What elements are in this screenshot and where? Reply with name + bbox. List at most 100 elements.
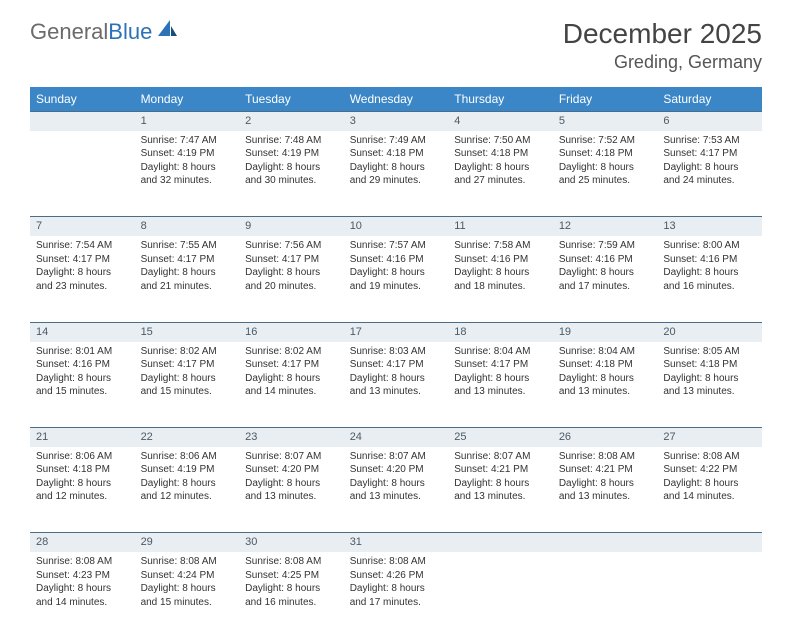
day-info-line: Sunset: 4:17 PM: [245, 253, 338, 267]
day-info-line: and 12 minutes.: [36, 490, 129, 504]
day-number-row: 123456: [30, 112, 762, 131]
day-info-line: Sunset: 4:17 PM: [454, 358, 547, 372]
day-info-line: and 16 minutes.: [245, 596, 338, 610]
day-info-line: and 15 minutes.: [141, 596, 234, 610]
brand-logo: GeneralBlue: [30, 18, 178, 45]
day-info-line: Daylight: 8 hours: [245, 372, 338, 386]
day-number-cell: 14: [30, 322, 135, 341]
day-info-line: Daylight: 8 hours: [245, 161, 338, 175]
day-content-cell: Sunrise: 8:07 AMSunset: 4:20 PMDaylight:…: [344, 447, 449, 533]
day-number-cell: 20: [657, 322, 762, 341]
day-number-cell: 17: [344, 322, 449, 341]
day-content-cell: Sunrise: 7:55 AMSunset: 4:17 PMDaylight:…: [135, 236, 240, 322]
day-info-line: Sunrise: 8:02 AM: [245, 345, 338, 359]
day-number-cell: 22: [135, 428, 240, 447]
day-info-line: Sunset: 4:18 PM: [350, 147, 443, 161]
day-info-line: and 13 minutes.: [350, 490, 443, 504]
day-content-cell: Sunrise: 8:06 AMSunset: 4:19 PMDaylight:…: [135, 447, 240, 533]
day-content-cell: Sunrise: 8:07 AMSunset: 4:20 PMDaylight:…: [239, 447, 344, 533]
day-info-line: Sunrise: 8:08 AM: [245, 555, 338, 569]
day-info-line: and 23 minutes.: [36, 280, 129, 294]
day-info-line: Daylight: 8 hours: [454, 266, 547, 280]
day-info-line: and 13 minutes.: [663, 385, 756, 399]
day-number-cell: 26: [553, 428, 658, 447]
day-info-line: and 32 minutes.: [141, 174, 234, 188]
day-info-line: and 17 minutes.: [350, 596, 443, 610]
day-info-line: Sunrise: 8:08 AM: [663, 450, 756, 464]
weekday-header: Saturday: [657, 87, 762, 112]
day-info-line: Sunset: 4:18 PM: [36, 463, 129, 477]
day-info-line: Daylight: 8 hours: [141, 477, 234, 491]
day-number-cell: 5: [553, 112, 658, 131]
day-number-cell: 15: [135, 322, 240, 341]
day-info-line: Daylight: 8 hours: [36, 372, 129, 386]
day-content-cell: Sunrise: 8:08 AMSunset: 4:21 PMDaylight:…: [553, 447, 658, 533]
day-info-line: Daylight: 8 hours: [454, 161, 547, 175]
calendar-header-row: SundayMondayTuesdayWednesdayThursdayFrid…: [30, 87, 762, 112]
day-info-line: Sunrise: 8:07 AM: [454, 450, 547, 464]
day-number-cell: 7: [30, 217, 135, 236]
day-content-cell: Sunrise: 7:48 AMSunset: 4:19 PMDaylight:…: [239, 131, 344, 217]
day-info-line: Sunset: 4:24 PM: [141, 569, 234, 583]
day-content-cell: Sunrise: 8:05 AMSunset: 4:18 PMDaylight:…: [657, 342, 762, 428]
day-info-line: and 13 minutes.: [454, 385, 547, 399]
day-content-cell: Sunrise: 8:03 AMSunset: 4:17 PMDaylight:…: [344, 342, 449, 428]
day-info-line: and 13 minutes.: [350, 385, 443, 399]
day-info-line: and 18 minutes.: [454, 280, 547, 294]
day-info-line: Daylight: 8 hours: [245, 582, 338, 596]
day-info-line: Sunset: 4:18 PM: [559, 147, 652, 161]
day-content-cell: [553, 552, 658, 638]
day-info-line: Daylight: 8 hours: [245, 266, 338, 280]
day-info-line: Sunset: 4:18 PM: [454, 147, 547, 161]
weekday-header: Sunday: [30, 87, 135, 112]
brand-name: GeneralBlue: [30, 19, 152, 45]
day-content-cell: Sunrise: 8:02 AMSunset: 4:17 PMDaylight:…: [239, 342, 344, 428]
day-content-cell: Sunrise: 8:00 AMSunset: 4:16 PMDaylight:…: [657, 236, 762, 322]
day-info-line: Sunrise: 8:08 AM: [141, 555, 234, 569]
day-info-line: Sunrise: 8:08 AM: [36, 555, 129, 569]
day-number-cell: 29: [135, 533, 240, 552]
day-info-line: Daylight: 8 hours: [559, 266, 652, 280]
day-info-line: Sunrise: 8:04 AM: [454, 345, 547, 359]
day-info-line: Daylight: 8 hours: [559, 372, 652, 386]
day-number-row: 78910111213: [30, 217, 762, 236]
day-info-line: Sunrise: 8:03 AM: [350, 345, 443, 359]
day-info-line: and 13 minutes.: [454, 490, 547, 504]
sail-icon: [156, 18, 178, 45]
brand-name-gray: General: [30, 19, 108, 44]
day-content-cell: Sunrise: 8:08 AMSunset: 4:22 PMDaylight:…: [657, 447, 762, 533]
day-info-line: Sunset: 4:22 PM: [663, 463, 756, 477]
day-info-line: Sunrise: 7:55 AM: [141, 239, 234, 253]
day-content-row: Sunrise: 8:08 AMSunset: 4:23 PMDaylight:…: [30, 552, 762, 638]
day-number-cell: [657, 533, 762, 552]
day-number-cell: 9: [239, 217, 344, 236]
day-info-line: Sunrise: 8:07 AM: [245, 450, 338, 464]
day-info-line: Sunset: 4:18 PM: [663, 358, 756, 372]
day-info-line: Sunset: 4:19 PM: [141, 463, 234, 477]
weekday-header: Monday: [135, 87, 240, 112]
day-info-line: Daylight: 8 hours: [36, 477, 129, 491]
day-number-row: 14151617181920: [30, 322, 762, 341]
day-info-line: Sunrise: 7:58 AM: [454, 239, 547, 253]
day-info-line: and 15 minutes.: [141, 385, 234, 399]
day-content-cell: Sunrise: 8:08 AMSunset: 4:24 PMDaylight:…: [135, 552, 240, 638]
day-info-line: and 15 minutes.: [36, 385, 129, 399]
day-content-cell: Sunrise: 7:50 AMSunset: 4:18 PMDaylight:…: [448, 131, 553, 217]
day-number-row: 28293031: [30, 533, 762, 552]
day-info-line: Sunrise: 7:47 AM: [141, 134, 234, 148]
day-info-line: Daylight: 8 hours: [36, 266, 129, 280]
day-content-cell: Sunrise: 7:47 AMSunset: 4:19 PMDaylight:…: [135, 131, 240, 217]
day-number-cell: 31: [344, 533, 449, 552]
day-info-line: Sunrise: 8:01 AM: [36, 345, 129, 359]
day-content-cell: Sunrise: 8:08 AMSunset: 4:23 PMDaylight:…: [30, 552, 135, 638]
day-info-line: and 29 minutes.: [350, 174, 443, 188]
day-info-line: Sunset: 4:16 PM: [559, 253, 652, 267]
day-info-line: Daylight: 8 hours: [663, 372, 756, 386]
day-info-line: Sunrise: 8:07 AM: [350, 450, 443, 464]
day-info-line: Daylight: 8 hours: [350, 477, 443, 491]
day-info-line: Sunrise: 7:50 AM: [454, 134, 547, 148]
day-info-line: Daylight: 8 hours: [350, 161, 443, 175]
title-block: December 2025 Greding, Germany: [563, 18, 762, 73]
day-number-row: 21222324252627: [30, 428, 762, 447]
day-number-cell: [448, 533, 553, 552]
